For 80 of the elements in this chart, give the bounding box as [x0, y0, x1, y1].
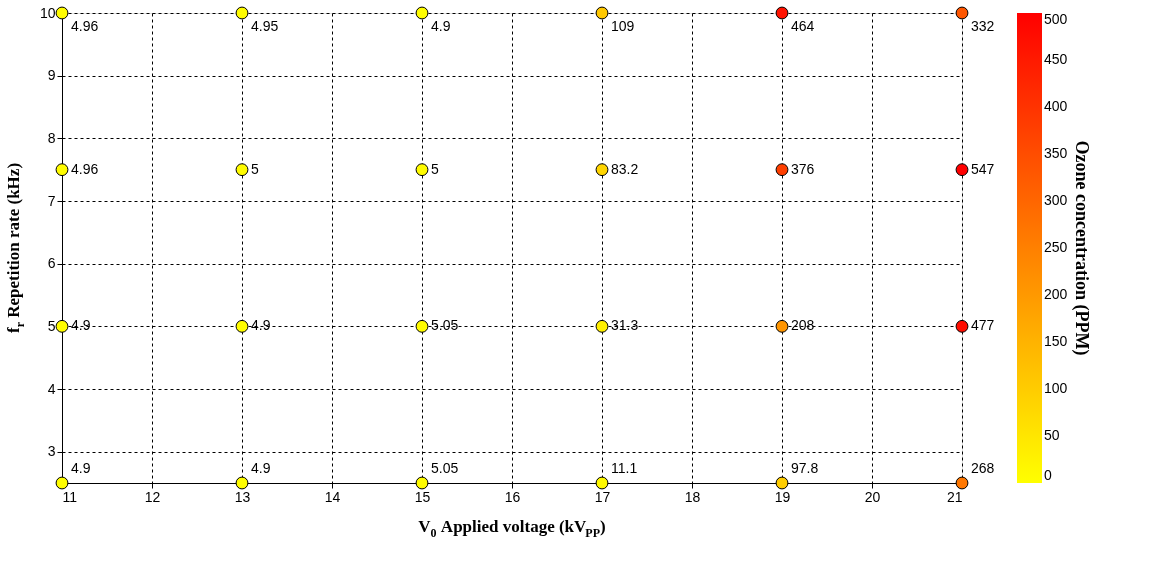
- color-bar-label: 400: [1044, 98, 1068, 114]
- annotation: 5: [251, 160, 259, 177]
- color-bar-label: 350: [1044, 145, 1068, 161]
- annotation: 109: [611, 18, 635, 34]
- annotation: 547: [971, 160, 995, 177]
- annotation: 11.1: [611, 460, 638, 476]
- annotation: 4.95: [251, 18, 279, 34]
- annotation: 83.2: [611, 160, 639, 177]
- x-tick-label: 11: [62, 488, 78, 505]
- color-bar-label: 250: [1044, 239, 1068, 255]
- point: [955, 319, 969, 333]
- y-tick-label: 9: [47, 67, 56, 84]
- annotation: 4.9: [71, 317, 91, 334]
- point: [955, 476, 969, 490]
- point: [55, 163, 69, 177]
- x-tick-label: 14: [324, 488, 341, 505]
- color-bar-label: 450: [1044, 51, 1068, 67]
- annotation: 4.9: [251, 317, 271, 334]
- point: [595, 6, 609, 20]
- color-bar-label: 150: [1044, 333, 1068, 349]
- annotation: 97.8: [791, 460, 819, 476]
- point: [55, 6, 69, 20]
- annotation: 5: [431, 160, 439, 177]
- point: [775, 163, 789, 177]
- x-tick-label: 16: [504, 488, 521, 505]
- point: [595, 319, 609, 333]
- color-bar-title: Ozone concentration (PPM): [1071, 140, 1092, 356]
- point: [235, 319, 249, 333]
- point: [235, 163, 249, 177]
- annotation: 4.9: [251, 460, 271, 476]
- point: [415, 6, 429, 20]
- color-bar-label: 50: [1044, 427, 1060, 443]
- annotation: 208: [791, 317, 815, 334]
- annotation: 31.3: [611, 317, 639, 334]
- annotation: 5.05: [431, 317, 459, 334]
- point: [955, 6, 969, 20]
- x-tick-label: 18: [684, 488, 701, 505]
- y-tick-label: 5: [47, 317, 56, 334]
- point: [775, 6, 789, 20]
- point: [235, 476, 249, 490]
- x-tick-label: 13: [234, 488, 251, 505]
- point: [415, 163, 429, 177]
- annotation: 464: [791, 18, 815, 34]
- color-bar-label: 200: [1044, 286, 1068, 302]
- annotation: 4.9: [71, 460, 91, 476]
- color-bar-label: 0: [1044, 467, 1052, 483]
- x-tick-label: 21: [946, 488, 963, 505]
- point: [55, 319, 69, 333]
- point: [55, 476, 69, 490]
- color-bar-label: 300: [1044, 192, 1068, 208]
- color-bar-label: 500: [1044, 11, 1068, 27]
- x-tick-label: 12: [144, 488, 161, 505]
- point: [235, 6, 249, 20]
- x-tick-label: 20: [864, 488, 881, 505]
- annotation: 5.05: [431, 460, 459, 476]
- point: [415, 319, 429, 333]
- annotation: 4.96: [71, 18, 99, 34]
- point: [775, 319, 789, 333]
- annotation: 332: [971, 18, 995, 34]
- y-tick-label: 3: [47, 443, 56, 460]
- point: [415, 476, 429, 490]
- color-bar-label: 100: [1044, 380, 1068, 396]
- point: [595, 476, 609, 490]
- point: [775, 476, 789, 490]
- annotation: 4.9: [431, 18, 451, 34]
- annotation: 477: [971, 317, 995, 334]
- annotation: 376: [791, 160, 815, 177]
- x-tick-label: 19: [774, 488, 791, 505]
- y-tick-label: 6: [47, 255, 56, 272]
- annotation: 4.96: [71, 160, 99, 177]
- y-tick-label: 7: [47, 192, 56, 209]
- x-tick-label: 17: [594, 488, 611, 505]
- y-tick-label: 4: [47, 380, 56, 397]
- y-axis-title: fr Repetition rate (kHz): [4, 162, 27, 334]
- annotation: 268: [971, 460, 995, 476]
- point: [595, 163, 609, 177]
- y-tick-label: 10: [39, 4, 56, 21]
- x-tick-label: 15: [414, 488, 431, 505]
- y-tick-label: 8: [47, 129, 56, 146]
- point: [955, 163, 969, 177]
